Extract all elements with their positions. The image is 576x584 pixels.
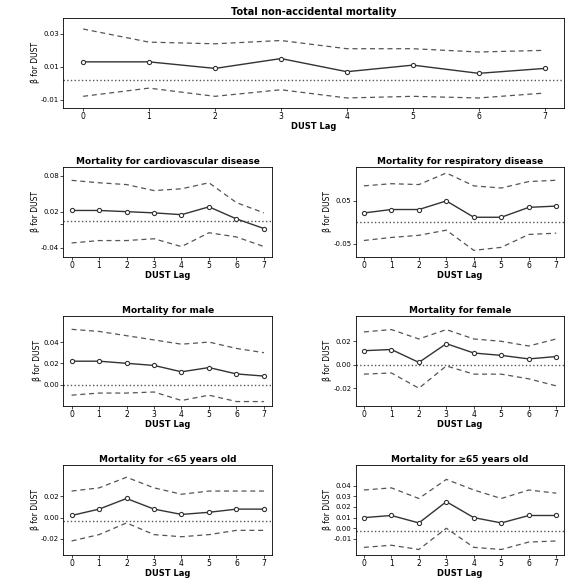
X-axis label: DUST Lag: DUST Lag <box>437 420 483 429</box>
Y-axis label: β̂ for DUST: β̂ for DUST <box>33 340 42 381</box>
Title: Mortality for <65 years old: Mortality for <65 years old <box>99 455 237 464</box>
Y-axis label: β̂ for DUST: β̂ for DUST <box>30 489 40 530</box>
X-axis label: DUST Lag: DUST Lag <box>291 123 336 131</box>
Title: Mortality for male: Mortality for male <box>122 306 214 315</box>
Title: Mortality for cardiovascular disease: Mortality for cardiovascular disease <box>76 157 260 166</box>
Y-axis label: β̂ for DUST: β̂ for DUST <box>323 191 332 232</box>
Title: Mortality for ≥65 years old: Mortality for ≥65 years old <box>392 455 529 464</box>
Y-axis label: β̂ for DUST: β̂ for DUST <box>30 42 40 83</box>
Title: Mortality for female: Mortality for female <box>409 306 511 315</box>
X-axis label: DUST Lag: DUST Lag <box>145 272 191 280</box>
Y-axis label: β̂ for DUST: β̂ for DUST <box>323 489 332 530</box>
X-axis label: DUST Lag: DUST Lag <box>437 569 483 578</box>
Y-axis label: β̂ for DUST: β̂ for DUST <box>30 191 40 232</box>
Title: Mortality for respiratory disease: Mortality for respiratory disease <box>377 157 543 166</box>
X-axis label: DUST Lag: DUST Lag <box>145 569 191 578</box>
Y-axis label: β̂ for DUST: β̂ for DUST <box>323 340 332 381</box>
Title: Total non-accidental mortality: Total non-accidental mortality <box>231 7 397 17</box>
X-axis label: DUST Lag: DUST Lag <box>145 420 191 429</box>
X-axis label: DUST Lag: DUST Lag <box>437 272 483 280</box>
